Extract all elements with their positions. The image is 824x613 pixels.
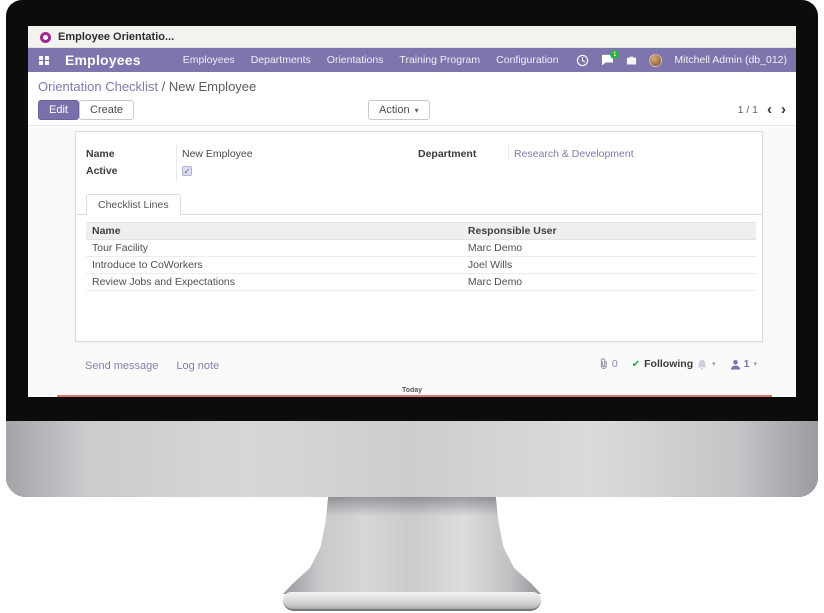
column-header-responsible-user: Responsible User <box>467 225 557 237</box>
action-label: Action <box>379 104 410 116</box>
table-row[interactable]: Tour Facility Marc Demo <box>86 240 756 257</box>
navbar-right: 1 Mitchell Admin (db_012) <box>576 50 787 67</box>
browser-viewport: Employee Orientatio... Employees Employe… <box>28 26 796 397</box>
followers-button[interactable]: 1 ▾ <box>730 358 757 370</box>
control-bar: Edit Create Action ▾ 1 / 1 ‹ › <box>28 98 796 126</box>
briefcase-icon[interactable] <box>626 55 637 66</box>
caret-down-icon: ▾ <box>712 361 716 368</box>
active-field-label: Active <box>86 165 118 177</box>
browser-tab-bar: Employee Orientatio... <box>28 26 796 48</box>
checklist-lines-table: Name Responsible User Tour Facility Marc… <box>86 222 756 291</box>
menu-item-training-program[interactable]: Training Program <box>399 54 481 66</box>
name-field-label: Name <box>86 148 115 160</box>
user-avatar[interactable] <box>649 53 663 67</box>
messages-badge: 1 <box>610 50 620 59</box>
monitor-chin <box>6 421 818 497</box>
table-row[interactable]: Introduce to CoWorkers Joel Wills <box>86 257 756 274</box>
breadcrumb: Orientation Checklist / New Employee <box>38 79 256 94</box>
cell-name: Review Jobs and Expectations <box>92 276 235 288</box>
main-menu: Employees Departments Orientations Train… <box>183 54 559 66</box>
table-header-row: Name Responsible User <box>86 222 756 240</box>
chatter-buttons: Send message Log note <box>85 360 219 372</box>
pager-next-icon[interactable]: › <box>781 101 786 118</box>
cell-responsible-user: Marc Demo <box>467 242 523 254</box>
menu-item-orientations[interactable]: Orientations <box>326 54 384 66</box>
follower-count: 1 <box>743 358 750 370</box>
content-area: Orientation Checklist / New Employee Edi… <box>28 72 796 397</box>
bell-icon <box>697 359 707 370</box>
user-name[interactable]: Mitchell Admin (db_012) <box>674 54 787 66</box>
date-divider: Today <box>401 387 423 394</box>
apps-grid-icon[interactable] <box>39 55 49 65</box>
breadcrumb-parent-link[interactable]: Orientation Checklist <box>38 79 158 94</box>
field-separator <box>176 144 177 182</box>
table-row[interactable]: Review Jobs and Expectations Marc Demo <box>86 274 756 291</box>
app-brand[interactable]: Employees <box>65 52 141 68</box>
log-note-button[interactable]: Log note <box>176 360 220 372</box>
activities-clock-icon[interactable] <box>576 54 589 67</box>
menu-item-employees[interactable]: Employees <box>182 54 235 66</box>
browser-tab[interactable]: Employee Orientatio... <box>28 26 188 48</box>
caret-down-icon: ▾ <box>414 106 419 115</box>
send-message-button[interactable]: Send message <box>85 360 159 372</box>
paperclip-icon <box>600 358 607 369</box>
active-checkbox[interactable]: ✓ <box>182 166 192 176</box>
cell-responsible-user: Joel Wills <box>467 259 513 271</box>
notebook-divider <box>76 214 762 215</box>
chatter-tools: 0 ✔ Following ▾ 1 ▾ <box>599 358 757 370</box>
create-button[interactable]: Create <box>79 100 135 120</box>
pager-previous-icon[interactable]: ‹ <box>767 101 772 118</box>
check-icon: ✔ <box>631 358 641 370</box>
department-field-label: Department <box>418 148 477 160</box>
monitor-stand-neck <box>283 497 541 594</box>
cell-responsible-user: Marc Demo <box>467 276 523 288</box>
pager: 1 / 1 ‹ › <box>737 101 786 118</box>
form-view: Name New Employee Active ✓ Department Re… <box>28 127 796 397</box>
edit-button[interactable]: Edit <box>38 100 79 120</box>
action-dropdown-button[interactable]: Action ▾ <box>368 100 430 120</box>
column-header-name: Name <box>92 225 121 237</box>
following-label: Following <box>644 358 694 370</box>
main-navbar: Employees Employees Departments Orientat… <box>28 48 796 72</box>
attachments-button[interactable]: 0 <box>599 358 618 370</box>
department-field-link[interactable]: Research & Development <box>514 148 634 160</box>
red-divider-line <box>57 395 772 397</box>
pager-value: 1 / 1 <box>737 104 758 116</box>
breadcrumb-separator: / <box>161 79 166 94</box>
menu-item-configuration[interactable]: Configuration <box>496 54 559 66</box>
monitor: Employee Orientatio... Employees Employe… <box>6 0 818 497</box>
tab-checklist-lines[interactable]: Checklist Lines <box>86 194 181 215</box>
cell-name: Tour Facility <box>92 242 149 254</box>
messages-chat-icon[interactable]: 1 <box>601 50 620 66</box>
name-field-value: New Employee <box>182 148 253 160</box>
field-separator <box>508 144 509 160</box>
following-button[interactable]: ✔ Following ▾ <box>632 358 716 370</box>
browser-tab-title: Employee Orientatio... <box>58 31 175 43</box>
form-sheet: Name New Employee Active ✓ Department Re… <box>75 131 763 342</box>
cell-name: Introduce to CoWorkers <box>92 259 203 271</box>
breadcrumb-current: New Employee <box>168 79 257 94</box>
menu-item-departments[interactable]: Departments <box>250 54 311 66</box>
person-icon <box>730 359 740 370</box>
attachment-count: 0 <box>611 358 618 370</box>
monitor-stand-base <box>283 592 541 611</box>
caret-down-icon: ▾ <box>753 361 757 368</box>
odoo-favicon-icon <box>40 31 51 43</box>
